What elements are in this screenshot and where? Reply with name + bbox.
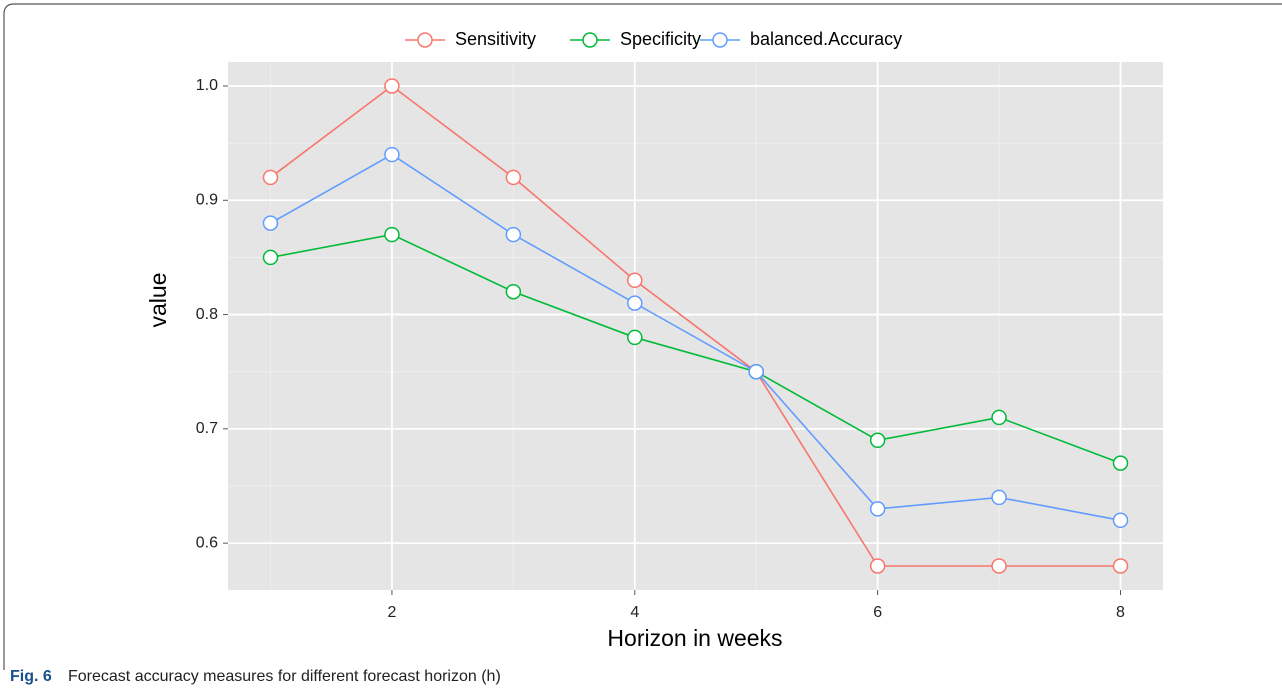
series-line [270,153,1121,522]
y-tick-label: 0.7 [196,420,218,437]
series-line [270,233,1121,464]
x-tick-label: 6 [873,604,882,621]
x-tick-label: 4 [630,604,639,621]
point [627,329,643,346]
point [1112,455,1129,471]
point [262,169,279,186]
frame [3,3,1282,670]
legend-point [582,32,598,48]
point [748,363,764,380]
point [869,558,886,574]
point [991,409,1007,426]
x-tick-label: 2 [387,604,396,621]
legend-point [712,32,728,48]
point [262,215,279,231]
point [505,169,522,186]
point [262,249,279,266]
point [384,78,400,94]
legend-label: Sensitivity [455,29,536,49]
x-axis-title: Horizon in weeks [607,625,782,651]
legend-label: Specificity [620,29,701,49]
legend-point [417,32,433,48]
point [1112,512,1129,529]
point [869,432,886,449]
y-tick-label: 1.0 [196,77,218,94]
point [384,146,400,163]
series-line [270,84,1121,567]
point [991,489,1007,506]
point [505,283,522,300]
x-tick-label: 8 [1116,604,1125,621]
caption: Forecast accuracy measures for different… [68,668,501,685]
y-tick-label: 0.6 [196,534,218,551]
legend-label: balanced.Accuracy [750,29,902,49]
point [1112,558,1129,574]
point [627,272,643,289]
point [991,558,1007,574]
point [384,226,400,243]
point [505,226,522,243]
y-axis-title: value [145,273,171,328]
y-tick-label: 0.8 [196,306,218,323]
point [627,295,643,311]
caption-label: Fig. 6 [10,668,52,685]
point [869,501,886,517]
y-tick-label: 0.9 [196,192,218,209]
